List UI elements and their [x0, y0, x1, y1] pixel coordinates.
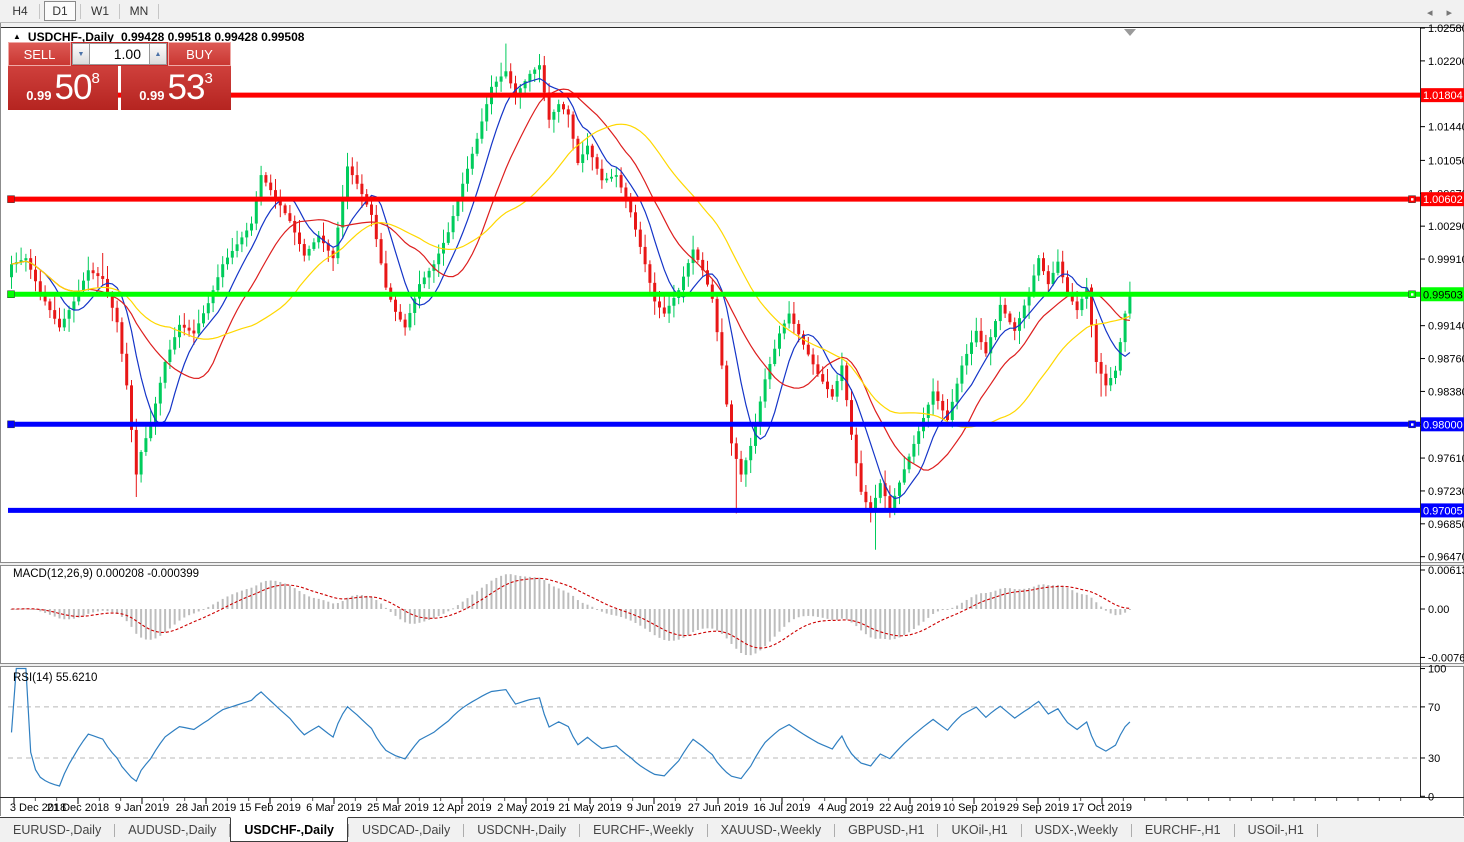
tab-separator: [834, 823, 836, 837]
chart-tab-usdx-weekly[interactable]: USDX-,Weekly: [1034, 823, 1118, 837]
chart-tab-gbpusd-h1[interactable]: GBPUSD-,H1: [848, 823, 925, 837]
buy-button[interactable]: BUY: [168, 42, 231, 66]
volume-decrease-button[interactable]: ▼: [72, 43, 90, 65]
macd-pane[interactable]: [8, 567, 1420, 662]
sell-price-big: 50: [54, 68, 93, 107]
chart-symbol-label: USDCHF-,Daily: [27, 30, 114, 44]
timeframe-button-d1[interactable]: D1: [44, 1, 76, 21]
tab-separator: [1233, 823, 1235, 837]
chart-tab-eurchf-h1[interactable]: EURCHF-,H1: [1144, 823, 1221, 837]
buy-price-base: 0.99: [139, 88, 165, 103]
buy-price-big: 53: [167, 68, 206, 107]
symbol-collapse-icon[interactable]: ▲: [13, 32, 21, 41]
chart-tab-eurchf-weekly[interactable]: EURCHF-,Weekly: [593, 823, 694, 837]
tab-separator: [229, 823, 231, 837]
spin-down-icon: ▼: [77, 50, 85, 58]
buy-price-box[interactable]: 0.99 53 3: [121, 66, 231, 110]
macd-name: MACD(12,26,9): [13, 568, 93, 580]
date-axis[interactable]: [0, 798, 1420, 816]
toolbar-separator: [80, 3, 81, 19]
volume-input[interactable]: 1.00: [90, 43, 149, 65]
chart-ohlc-values: 0.99428 0.99518 0.99428 0.99508: [120, 30, 305, 44]
tab-separator: [114, 823, 116, 837]
rsi-value: 55.6210: [55, 672, 98, 684]
toolbar-separator: [119, 3, 120, 19]
chart-tab-usdcad-daily[interactable]: USDCAD-,Daily: [362, 823, 451, 837]
buy-price-sup: 3: [204, 70, 213, 87]
chart-tab-usoil-h1[interactable]: USOil-,H1: [1247, 823, 1304, 837]
one-click-trading-panel: SELL ▼ 1.00 ▲ BUY 0.99 50 8 0.99 53 3: [8, 42, 231, 110]
tab-scroll-left-icon[interactable]: ◂: [1426, 7, 1433, 19]
rsi-name: RSI(14): [13, 672, 53, 684]
chart-tab-ukoil-h1[interactable]: UKOil-,H1: [951, 823, 1008, 837]
tab-scroll-arrows: ◂ ▸: [1427, 0, 1452, 25]
chart-tab-usdcnh-daily[interactable]: USDCNH-,Daily: [477, 823, 567, 837]
timeframe-button-h4[interactable]: H4: [12, 4, 28, 18]
chart-tab-xauusd-weekly[interactable]: XAUUSD-,Weekly: [720, 823, 822, 837]
tab-separator: [1020, 823, 1022, 837]
chart-tab-usdchf-daily[interactable]: USDCHF-,Daily: [230, 817, 348, 842]
sell-price-box[interactable]: 0.99 50 8: [8, 66, 118, 110]
tab-separator: [348, 823, 349, 837]
timeframe-toolbar: H4 D1 W1 MN: [0, 0, 1464, 23]
chart-title: ▲ USDCHF-,Daily 0.99428 0.99518 0.99428 …: [13, 30, 304, 44]
sell-price-sup: 8: [91, 70, 100, 87]
tab-separator: [937, 823, 939, 837]
volume-increase-button[interactable]: ▲: [149, 43, 167, 65]
sell-button[interactable]: SELL: [8, 42, 71, 66]
rsi-label: RSI(14) 55.6210: [13, 672, 97, 684]
chart-tab-audusd-daily[interactable]: AUDUSD-,Daily: [128, 823, 217, 837]
tab-separator: [706, 823, 708, 837]
chart-tab-bar: EURUSD-,Daily AUDUSD-,Daily USDCHF-,Daily U…: [0, 817, 1464, 842]
window-top-strip: [0, 23, 1464, 27]
macd-values: 0.000208 -0.000399: [96, 568, 200, 580]
timeframe-button-w1[interactable]: W1: [91, 4, 109, 18]
tab-scroll-right-icon[interactable]: ▸: [1446, 7, 1452, 19]
tab-separator: [1316, 823, 1318, 837]
toolbar-separator: [158, 3, 159, 19]
rsi-pane[interactable]: [8, 668, 1420, 796]
price-axis[interactable]: [1421, 28, 1464, 797]
toolbar-separator: [39, 3, 40, 19]
timeframe-button-mn[interactable]: MN: [129, 4, 149, 18]
chart-tab-eurusd-daily[interactable]: EURUSD-,Daily: [13, 823, 102, 837]
tab-separator: [579, 823, 581, 837]
spin-up-icon: ▲: [154, 50, 162, 58]
tab-separator: [463, 823, 465, 837]
macd-label: MACD(12,26,9) 0.000208 -0.000399: [13, 568, 199, 580]
sell-price-base: 0.99: [26, 88, 52, 103]
tab-separator: [1130, 823, 1132, 837]
